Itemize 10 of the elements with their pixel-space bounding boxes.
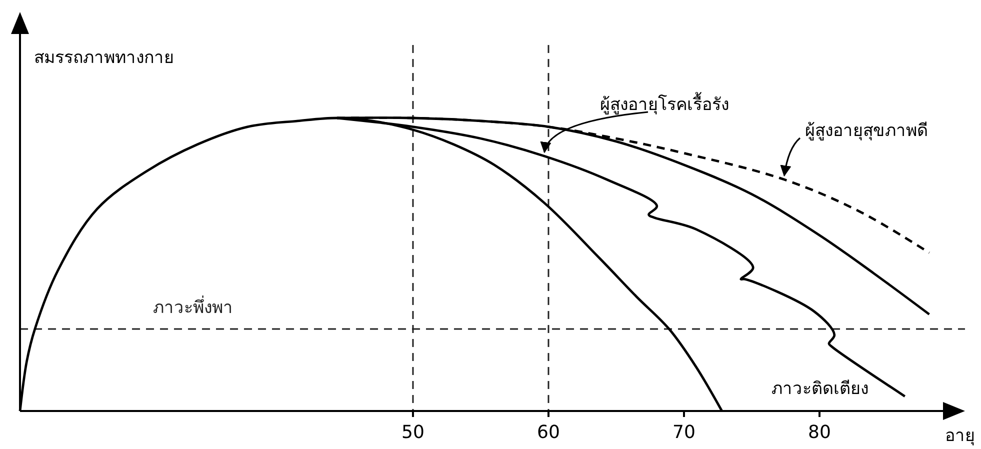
ref-line-label: ภาวะพึ่งพา: [153, 294, 233, 318]
x-axis-title: อายุ: [945, 426, 975, 446]
x-tick-label: 50: [402, 422, 424, 443]
text: ผู้สูงอายุโรคเรื้อรัง: [600, 92, 729, 115]
x-tick-label: 80: [808, 422, 831, 443]
x-tick-label: 70: [672, 422, 696, 443]
y-axis-title: สมรรถภาพทางกาย: [34, 48, 174, 68]
text: ผู้สูงอายุสุขภาพดี: [805, 121, 928, 141]
annotation: ภาวะติดเตียง: [772, 379, 868, 399]
x-tick-label: 60: [537, 422, 560, 443]
